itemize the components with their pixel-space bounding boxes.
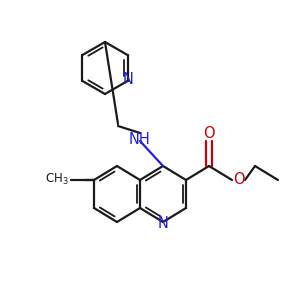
- Text: O: O: [203, 125, 215, 140]
- Text: N: N: [158, 215, 168, 230]
- Text: NH: NH: [129, 133, 151, 148]
- Text: CH$_3$: CH$_3$: [45, 171, 69, 187]
- Text: O: O: [233, 172, 245, 188]
- Text: N: N: [123, 73, 134, 88]
